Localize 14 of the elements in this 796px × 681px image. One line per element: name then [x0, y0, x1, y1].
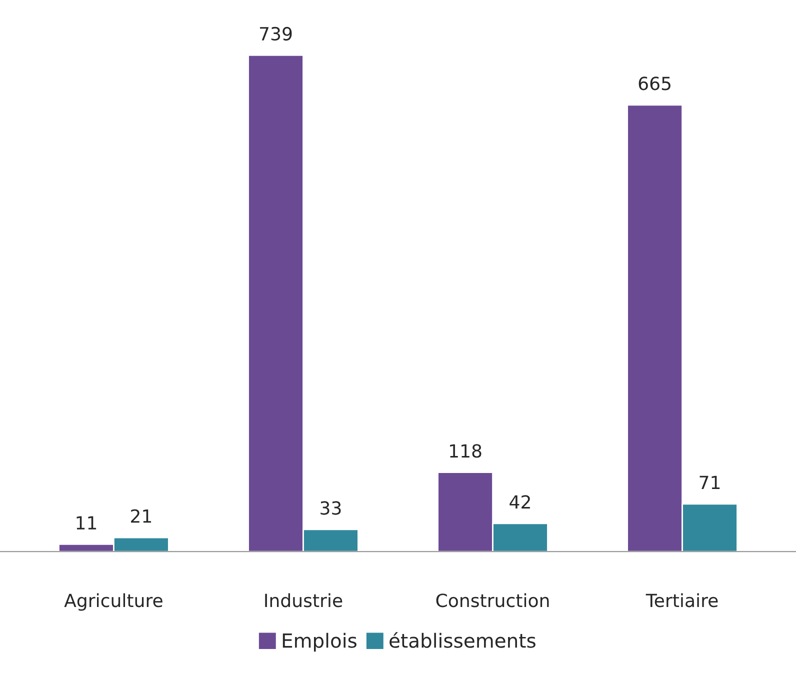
data-label: 11: [76, 516, 96, 530]
legend-label: établissements: [390, 632, 536, 648]
data-label: 33: [320, 501, 341, 515]
legend-label: Emplois: [282, 632, 356, 652]
x-tick-label: Tertiaire: [646, 593, 718, 608]
x-tick-label: Industrie: [265, 593, 342, 608]
x-tick-label: Construction: [436, 593, 549, 608]
data-label: 739: [260, 26, 292, 41]
data-label: 118: [450, 444, 482, 458]
data-label: 71: [700, 476, 720, 490]
data-label: 21: [131, 509, 152, 523]
data-label: 665: [638, 76, 670, 90]
x-tick-label: Agriculture: [64, 593, 162, 611]
data-label: 42: [510, 495, 530, 509]
